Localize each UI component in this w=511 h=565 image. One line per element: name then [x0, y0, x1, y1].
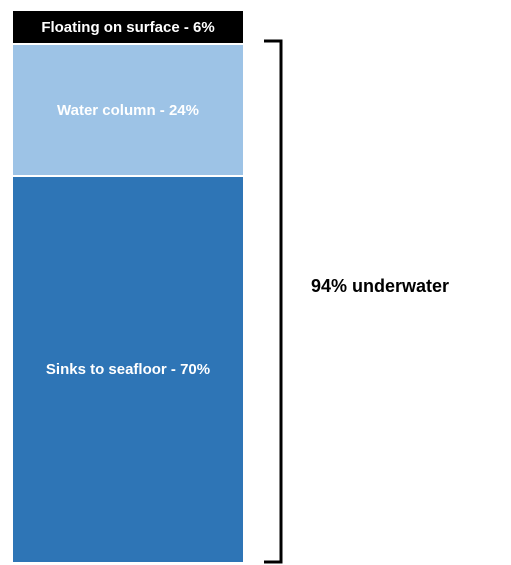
- bar-segment-floating-on-surface: Floating on surface - 6%: [13, 11, 243, 44]
- underwater-bracket: [264, 39, 283, 564]
- segment-divider: [13, 175, 243, 177]
- segment-divider: [13, 43, 243, 45]
- bar-segment-water-column: Water column - 24%: [13, 44, 243, 176]
- stacked-bar: Floating on surface - 6% Water column - 2…: [13, 11, 243, 563]
- bar-segment-sinks-to-seafloor: Sinks to seafloor - 70%: [13, 176, 243, 562]
- data-label-sinks-to-seafloor: Sinks to seafloor - 70%: [45, 360, 211, 378]
- underwater-annotation: 94% underwater: [311, 276, 450, 296]
- data-label-floating-on-surface: Floating on surface - 6%: [41, 19, 215, 36]
- data-label-water-column: Water column - 24%: [57, 101, 199, 119]
